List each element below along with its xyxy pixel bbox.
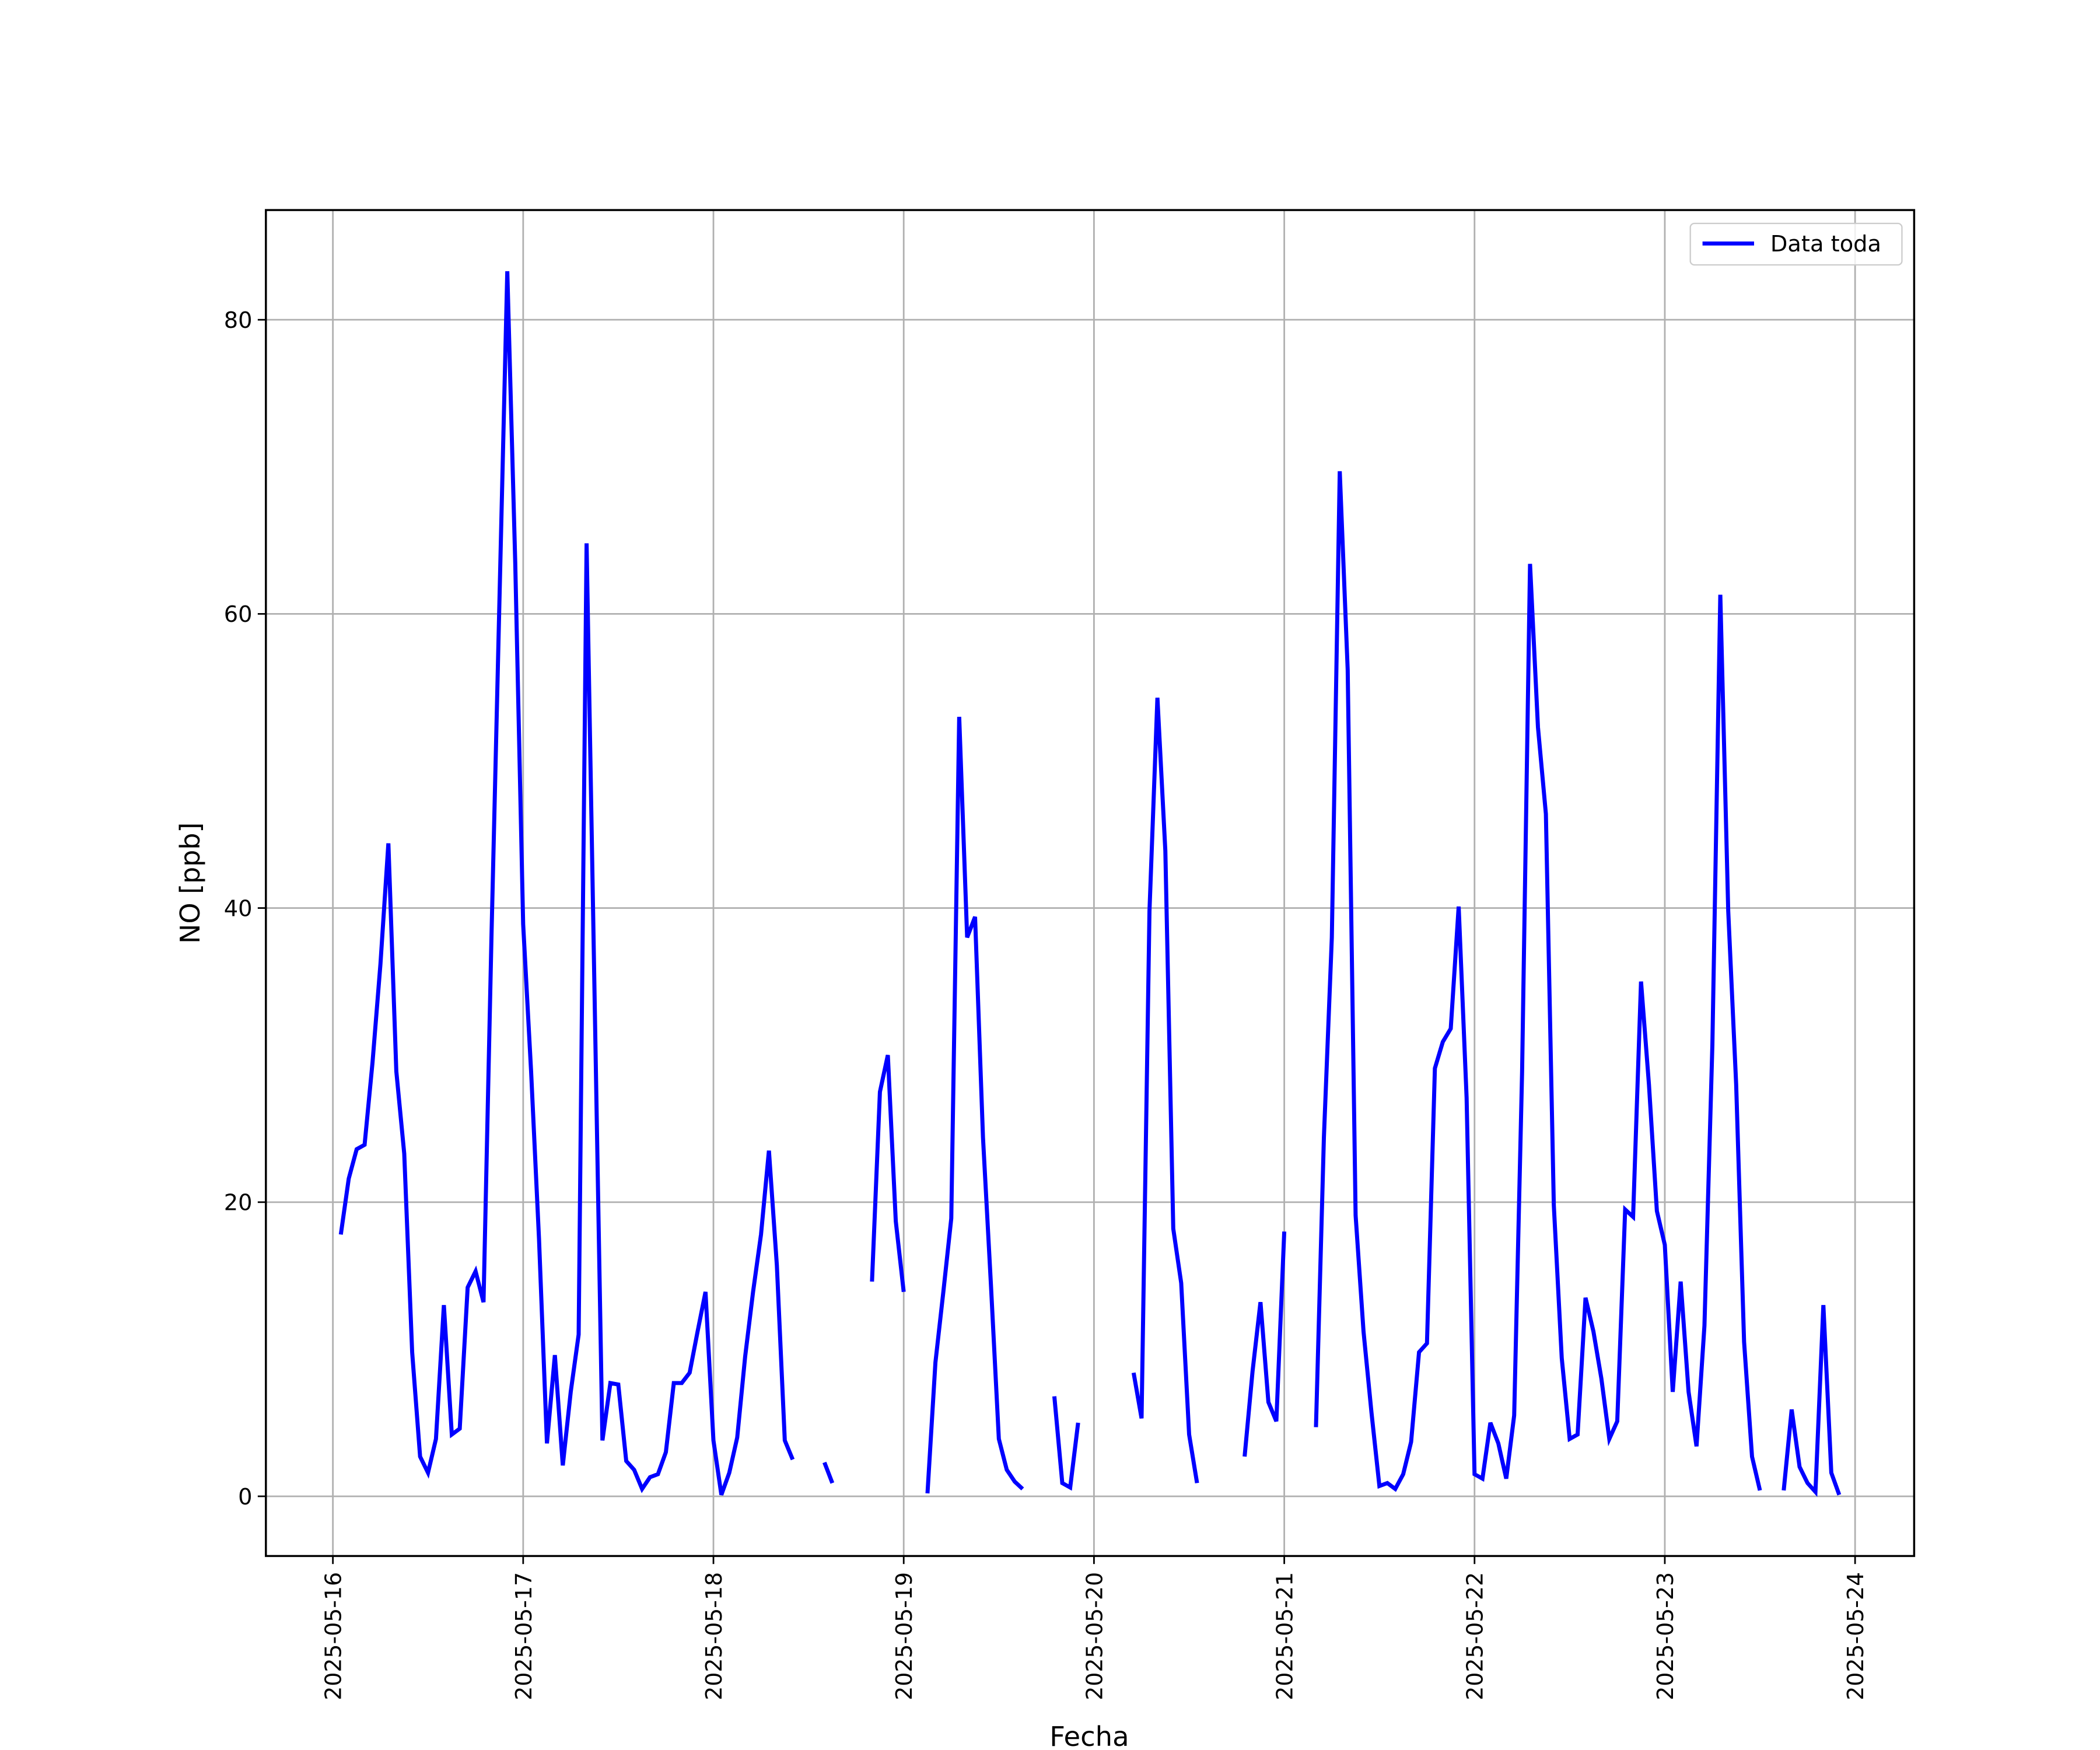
x-tick-label: 2025-05-22 <box>1462 1572 1488 1700</box>
legend: Data toda <box>1689 222 1903 266</box>
x-tick-label: 2025-05-20 <box>1082 1572 1107 1700</box>
y-tick-label: 20 <box>224 1190 253 1216</box>
x-tick-label: 2025-05-19 <box>891 1572 917 1700</box>
data-line <box>338 271 1842 1497</box>
x-tick-label: 2025-05-24 <box>1843 1572 1868 1700</box>
y-tick-label: 0 <box>238 1484 252 1510</box>
x-tick-label: 2025-05-21 <box>1272 1572 1297 1700</box>
y-tick-label: 60 <box>224 601 253 627</box>
x-tick-label: 2025-05-17 <box>511 1572 537 1700</box>
y-axis-label: NO [ppb] <box>174 822 206 944</box>
y-tick-label: 40 <box>224 896 253 922</box>
x-tick-label: 2025-05-16 <box>320 1572 346 1700</box>
legend-label: Data toda <box>1770 231 1881 257</box>
legend-box <box>1689 222 1903 266</box>
plot-frame <box>265 209 1916 1558</box>
x-tick-label: 2025-05-18 <box>701 1572 727 1700</box>
x-axis-label: Fecha <box>1049 1721 1129 1750</box>
y-tick-label: 80 <box>224 307 253 333</box>
x-tick-label: 2025-05-23 <box>1653 1572 1678 1700</box>
